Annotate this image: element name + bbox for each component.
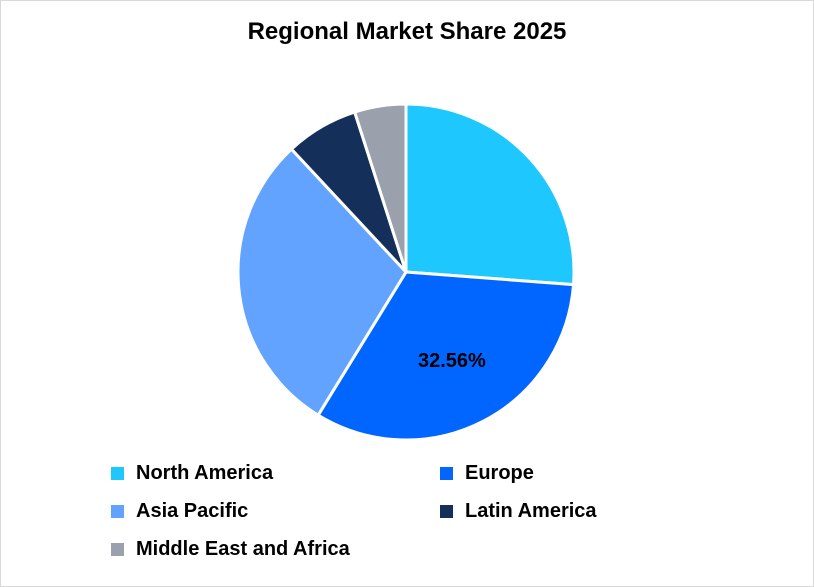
- legend-item-asia-pacific[interactable]: Asia Pacific: [111, 499, 248, 523]
- chart-title: Regional Market Share 2025: [247, 18, 567, 45]
- legend-label: Asia Pacific: [136, 499, 249, 522]
- legend-item-europe[interactable]: Europe: [440, 461, 534, 485]
- legend-item-north-america[interactable]: North America: [111, 461, 273, 485]
- legend-swatch: [111, 466, 124, 480]
- data-label-europe: 32.56%: [418, 350, 486, 372]
- legend-item-latin-america[interactable]: Latin America: [440, 499, 597, 523]
- pie-slice-north-america[interactable]: [404, 102, 576, 287]
- pie-slice-middle-east-and-africa[interactable]: [353, 102, 408, 274]
- legend-swatch: [111, 542, 124, 556]
- legend-label: Europe: [465, 461, 534, 484]
- legend-item-middle-east-and-africa[interactable]: Middle East and Africa: [111, 537, 350, 561]
- legend-label: North America: [136, 461, 274, 484]
- pie-slice-asia-pacific[interactable]: [236, 147, 408, 417]
- legend-swatch: [111, 504, 124, 518]
- legend-swatch: [440, 466, 453, 480]
- legend-label: Middle East and Africa: [136, 537, 350, 560]
- legend-swatch: [440, 504, 453, 518]
- legend-label: Latin America: [465, 499, 597, 522]
